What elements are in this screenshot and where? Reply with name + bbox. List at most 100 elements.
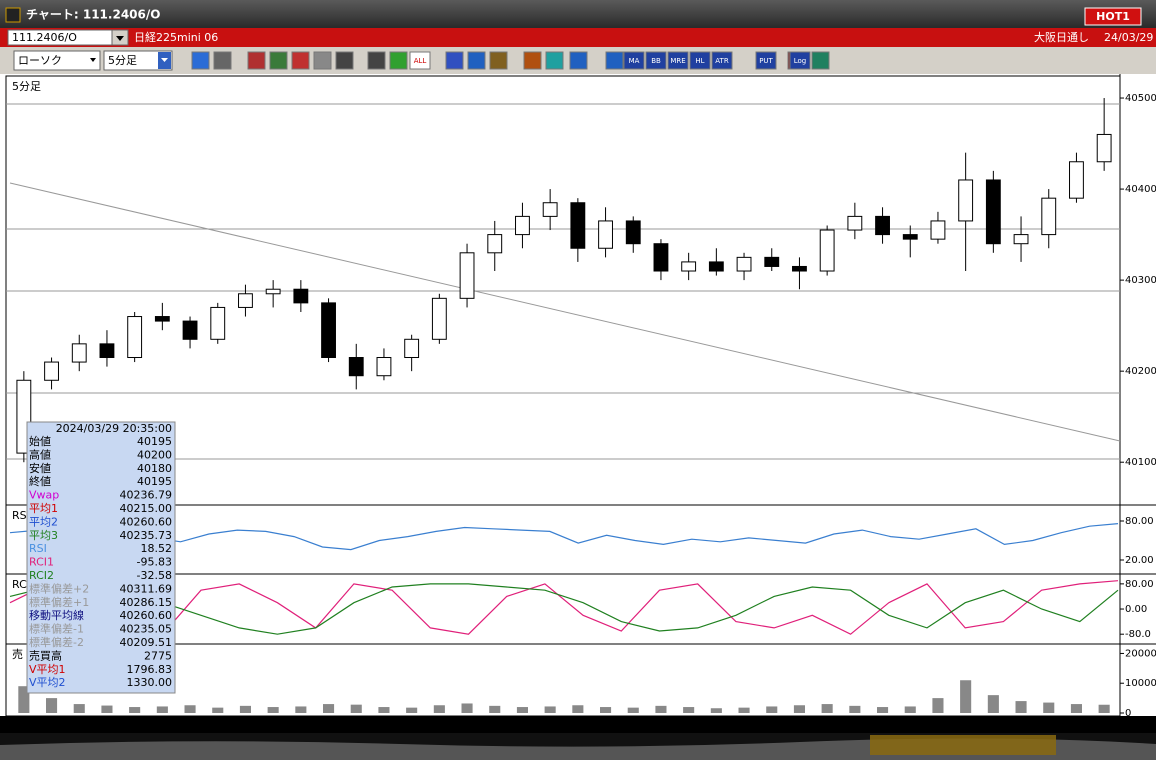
period[interactable]: 5分足 xyxy=(108,54,137,67)
hot-button[interactable] xyxy=(1084,7,1142,26)
info-label: 安値 xyxy=(29,461,51,475)
volume-bar xyxy=(544,706,556,713)
toolbar-icon[interactable] xyxy=(389,51,408,70)
hot-label[interactable]: HOT1 xyxy=(1096,10,1130,23)
candle-body xyxy=(847,215,863,231)
panel-label: RS xyxy=(12,509,27,522)
x-tick-label: 1 xyxy=(593,717,601,730)
info-label: V平均1 xyxy=(29,663,66,676)
candle-body xyxy=(404,338,420,359)
candle-body xyxy=(265,288,281,295)
volume-bar xyxy=(1015,701,1027,713)
volume-bar xyxy=(710,708,722,713)
candle-body xyxy=(570,202,586,249)
info-value: 40209.51 xyxy=(120,636,173,649)
candle-body xyxy=(459,252,475,299)
period-select[interactable] xyxy=(103,50,173,71)
volume-bar xyxy=(101,705,113,713)
toolbar-icon[interactable] xyxy=(269,51,288,70)
chart-type-select[interactable] xyxy=(13,50,101,71)
toolbar-icon[interactable] xyxy=(213,51,232,70)
candle-body xyxy=(210,306,226,340)
toolbar-button[interactable] xyxy=(623,51,645,70)
info-label: 平均1 xyxy=(29,502,58,515)
toolbar-button[interactable] xyxy=(409,51,431,70)
toolbar-button[interactable] xyxy=(667,51,689,70)
toolbar-button[interactable] xyxy=(645,51,667,70)
candle-body xyxy=(238,293,253,308)
volume-bar xyxy=(960,680,972,713)
chart-type[interactable]: ローソク xyxy=(18,54,62,67)
info-value: 40260.60 xyxy=(120,515,173,528)
volume-bar xyxy=(323,704,335,713)
info-label: RCI2 xyxy=(29,569,54,582)
volume-bar xyxy=(821,704,833,713)
info-value: 40260.60 xyxy=(120,609,173,622)
toolbar-button-label[interactable]: MA xyxy=(629,57,640,65)
market-date: 24/03/29 xyxy=(1104,31,1153,44)
info-value: 40195 xyxy=(137,475,172,488)
plot: 40500 40400 40300 40200 40100 80.00 20.00 80.00… xyxy=(9,93,1156,730)
info-panel xyxy=(26,421,176,694)
toolbar-button[interactable] xyxy=(755,51,777,70)
x-tick-label: 29/8:45 xyxy=(904,717,951,730)
volume-bar xyxy=(489,705,501,713)
toolbar-button[interactable] xyxy=(711,51,733,70)
y-tick-label: 40500 xyxy=(1125,93,1156,104)
toolbar-button-label[interactable]: ATR xyxy=(715,57,729,65)
toolbar-button-label[interactable]: Log xyxy=(794,57,807,65)
toolbar-button[interactable] xyxy=(689,51,711,70)
candle-body xyxy=(930,220,946,240)
volume-bar xyxy=(18,686,30,713)
y-tick-label: 80.00 xyxy=(1125,516,1154,527)
app-icon xyxy=(5,7,21,23)
info-label: 平均3 xyxy=(29,529,58,542)
y-tick-label: 40100 xyxy=(1125,457,1156,468)
candle-body xyxy=(182,320,198,340)
volume-bar xyxy=(1043,702,1055,713)
info-label: Vwap xyxy=(29,489,59,502)
toolbar-icon[interactable] xyxy=(291,51,310,70)
info-label: 標準偏差-1 xyxy=(29,622,84,636)
toolbar-icon[interactable] xyxy=(335,51,354,70)
toolbar-icon[interactable] xyxy=(569,51,588,70)
toolbar-button-label[interactable]: HL xyxy=(695,57,704,65)
toolbar-icon[interactable] xyxy=(191,51,210,70)
volume-bar xyxy=(239,705,251,713)
candle-body xyxy=(792,265,807,272)
toolbar-button[interactable] xyxy=(789,51,811,70)
candle-body xyxy=(875,215,890,236)
toolbar-icon[interactable] xyxy=(247,51,266,70)
dropdown-arrow xyxy=(161,58,168,62)
info-value: 40195 xyxy=(137,435,172,448)
toolbar-icon[interactable] xyxy=(445,51,464,70)
toolbar-button-label[interactable]: PUT xyxy=(759,57,773,65)
info-label: RCI1 xyxy=(29,556,54,569)
candle-body xyxy=(653,243,669,272)
toolbar-icon[interactable] xyxy=(605,51,624,70)
y-tick-label: 40200 xyxy=(1125,366,1156,377)
navigator-window[interactable] xyxy=(870,735,1056,755)
x-tick-label: 4 xyxy=(788,717,796,730)
toolbar-icon[interactable] xyxy=(811,51,830,70)
toolbar-button-label[interactable]: MRE xyxy=(670,57,685,65)
toolbar-button-label[interactable]: BB xyxy=(651,57,661,65)
symbol-code[interactable]: 111.2406/O xyxy=(12,31,77,44)
toolbar-icon[interactable] xyxy=(489,51,508,70)
candle-body xyxy=(985,179,1001,245)
info-label: 標準偏差+1 xyxy=(29,595,89,609)
candle-body xyxy=(376,357,392,377)
info-value: 18.52 xyxy=(141,542,173,555)
toolbar-icon[interactable] xyxy=(313,51,332,70)
toolbar-icon[interactable] xyxy=(467,51,486,70)
toolbar-icon[interactable] xyxy=(367,51,386,70)
toolbar-button-label[interactable]: ALL xyxy=(414,57,427,65)
rci-line xyxy=(9,583,1119,635)
info-value: -32.58 xyxy=(137,569,172,582)
toolbar-icon[interactable] xyxy=(545,51,564,70)
toolbar-icon[interactable] xyxy=(523,51,542,70)
info-label: 標準偏差+2 xyxy=(29,581,89,595)
candle-body xyxy=(127,316,143,359)
